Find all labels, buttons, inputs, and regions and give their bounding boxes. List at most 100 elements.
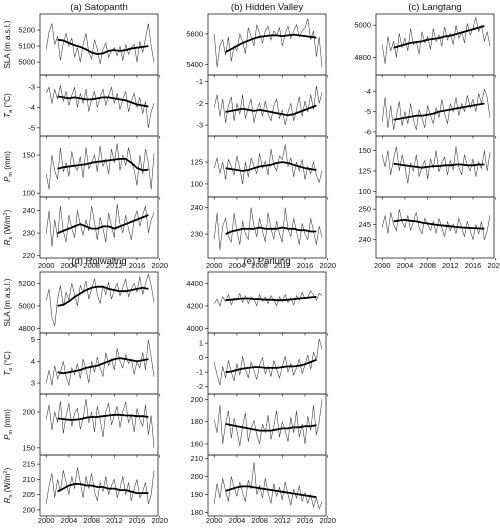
y-tick-label: 160: [190, 439, 203, 448]
y-tick-label: 245: [358, 220, 371, 229]
raw-series-line: [213, 85, 323, 126]
panel-frame: [207, 74, 327, 137]
x-tick-label: 2008: [83, 516, 100, 525]
raw-series-line: [381, 17, 491, 64]
x-tick-label: 2000: [38, 516, 55, 525]
x-tick-label: 2000: [206, 516, 223, 525]
axis-label-part: (mm): [3, 151, 12, 172]
x-tick-label: 2020: [319, 516, 336, 525]
y-tick-label: 5600: [186, 29, 203, 38]
y-tick-label: 5100: [18, 42, 35, 51]
y-tick-label: 5: [31, 335, 35, 344]
y-tick-label: 125: [190, 158, 203, 167]
x-tick-label: 2016: [129, 261, 146, 270]
panel-frame: [39, 135, 159, 198]
raw-series-line: [213, 290, 323, 307]
panel-sla: 4800 5000: [354, 13, 497, 78]
subplot-0: (a) Satopanth 5000 5100 5200 SLA (m a.s.l.) -…: [3, 2, 168, 270]
raw-series-line: [45, 467, 155, 504]
rs-axis-label: Rs (W/m2): [3, 209, 14, 245]
axis-label-part: a: [8, 109, 14, 113]
ta-axis-label: Ta (°C): [3, 351, 14, 376]
panel-frame: [39, 454, 159, 517]
y-tick-label: 0: [199, 353, 203, 362]
y-tick-label: -3: [28, 83, 35, 92]
panel-sla: 4000 4200 4400: [186, 271, 329, 336]
y-tick-label: 220: [22, 251, 35, 260]
panel-ta: -2 -1 0 1: [196, 332, 329, 397]
smoothed-series-line: [393, 102, 485, 121]
y-tick-label: 150: [358, 146, 371, 155]
panel-frame: [207, 454, 327, 517]
axis-label-part: m: [8, 430, 14, 435]
y-tick-label: 180: [190, 508, 203, 517]
y-tick-label: -2: [196, 382, 203, 391]
y-tick-label: 240: [190, 203, 203, 212]
smoothed-series-line: [57, 483, 149, 495]
y-tick-label: 100: [190, 179, 203, 188]
y-tick-label: 230: [190, 230, 203, 239]
axis-label-part: 2: [3, 212, 9, 215]
rs-axis-label: Rs (W/m2): [3, 467, 14, 503]
subplot-title: (b) Hidden Valley: [231, 2, 303, 13]
y-tick-label: 5000: [18, 58, 35, 67]
panel-ta: -3 -2 -1: [196, 74, 329, 139]
raw-series-line: [45, 339, 155, 386]
raw-series-line: [213, 462, 323, 510]
raw-series-line: [213, 399, 323, 447]
axis-label-part: (mm): [3, 409, 12, 430]
x-tick-label: 2004: [61, 261, 78, 270]
raw-series-line: [45, 23, 155, 64]
panel-pm: 100 125 150: [358, 135, 497, 200]
x-tick-label: 2016: [297, 261, 314, 270]
y-tick-label: 4800: [18, 324, 35, 333]
smoothed-series-line: [225, 359, 317, 374]
axis-label-part: (°C): [3, 93, 12, 110]
y-tick-label: 5000: [354, 21, 371, 30]
x-tick-label: 2020: [487, 261, 500, 270]
x-tick-label: 2012: [106, 261, 123, 270]
smoothed-series-line: [225, 423, 317, 432]
y-tick-label: -4: [364, 87, 371, 96]
axis-label-part: a: [8, 367, 14, 371]
panel-pm: 160 180 200: [190, 393, 329, 458]
axis-label-part: (°C): [3, 351, 12, 368]
y-tick-label: 240: [358, 235, 371, 244]
axis-label-part: P: [3, 176, 12, 182]
axis-label-part: SLA (m a.s.l.): [3, 20, 12, 68]
y-tick-label: 210: [190, 454, 203, 463]
smoothed-series-line: [57, 413, 149, 421]
sla-axis-label: SLA (m a.s.l.): [3, 20, 12, 68]
panel-rs: 240 245 250: [358, 196, 497, 261]
smoothed-series-line: [225, 226, 317, 235]
x-tick-label: 2004: [229, 516, 246, 525]
y-tick-label: -4: [28, 103, 35, 112]
axis-label-part: P: [3, 434, 12, 440]
panel-frame: [375, 13, 495, 76]
y-tick-label: 3: [31, 379, 35, 388]
panel-frame: [207, 196, 327, 259]
raw-series-line: [45, 85, 155, 128]
axis-label-part: T: [3, 370, 12, 376]
axis-label-part: R: [3, 497, 12, 503]
axis-label-part: s: [8, 495, 14, 498]
pm-axis-label: Pm (mm): [3, 151, 14, 182]
y-tick-label: 200: [22, 407, 35, 416]
panel-sla: 5400 5600: [186, 13, 329, 78]
smoothed-series-line: [393, 25, 485, 49]
panel-rs: 220 230 240 Rs (W/m2): [3, 196, 161, 261]
axis-label-part: m: [8, 172, 14, 177]
x-tick-label: 2000: [38, 261, 55, 270]
axis-label-part: (W/m: [3, 215, 12, 237]
raw-series-line: [213, 338, 323, 386]
smoothed-series-line: [57, 38, 149, 55]
axis-label-part: T: [3, 112, 12, 118]
smoothed-series-line: [57, 214, 149, 234]
y-tick-label: 250: [358, 205, 371, 214]
panel-frame: [39, 196, 159, 259]
raw-series-line: [381, 88, 491, 130]
y-tick-label: 1: [199, 339, 203, 348]
y-tick-label: -1: [196, 77, 203, 86]
x-tick-label: 2008: [83, 261, 100, 270]
